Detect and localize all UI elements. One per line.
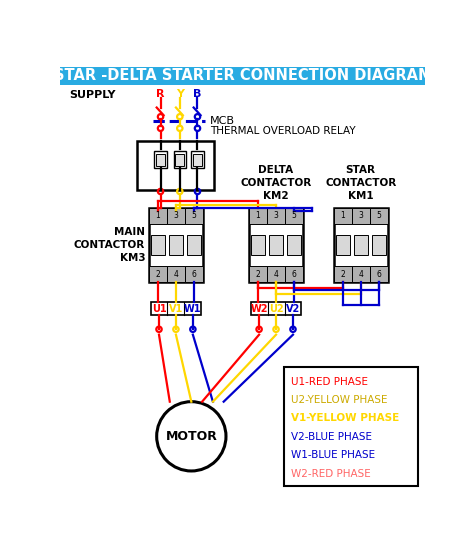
Bar bbox=[336, 235, 350, 255]
Text: 4: 4 bbox=[273, 270, 278, 279]
Bar bbox=[251, 301, 301, 315]
Bar bbox=[352, 266, 370, 282]
Bar bbox=[269, 235, 283, 255]
Bar bbox=[284, 367, 419, 486]
Bar bbox=[156, 153, 165, 166]
Bar bbox=[334, 207, 352, 224]
Bar bbox=[169, 235, 183, 255]
Text: DELTA
CONTACTOR
KM2: DELTA CONTACTOR KM2 bbox=[240, 165, 312, 201]
Text: 1: 1 bbox=[155, 211, 160, 220]
Text: B: B bbox=[193, 90, 201, 100]
Text: THERMAL OVERLOAD RELAY: THERMAL OVERLOAD RELAY bbox=[210, 126, 356, 136]
Text: U2: U2 bbox=[269, 304, 283, 314]
Bar bbox=[175, 153, 184, 166]
Bar bbox=[167, 266, 185, 282]
Text: W1-BLUE PHASE: W1-BLUE PHASE bbox=[292, 450, 375, 460]
Bar bbox=[285, 207, 303, 224]
Bar bbox=[287, 235, 301, 255]
Text: STAR
CONTACTOR
KM1: STAR CONTACTOR KM1 bbox=[325, 165, 396, 201]
Bar bbox=[173, 151, 186, 168]
Text: 3: 3 bbox=[173, 211, 178, 220]
Text: 6: 6 bbox=[376, 270, 381, 279]
Text: MOTOR: MOTOR bbox=[165, 430, 217, 443]
Bar bbox=[155, 151, 167, 168]
Text: U1-RED PHASE: U1-RED PHASE bbox=[292, 377, 368, 387]
Text: V2-BLUE PHASE: V2-BLUE PHASE bbox=[292, 432, 373, 442]
Bar bbox=[352, 207, 370, 224]
Bar bbox=[61, 67, 425, 85]
Text: SUPPLY: SUPPLY bbox=[70, 90, 116, 100]
Bar bbox=[167, 207, 185, 224]
Bar bbox=[249, 207, 303, 282]
Bar bbox=[249, 207, 267, 224]
Text: STAR -DELTA STARTER CONNECTION DIAGRAM: STAR -DELTA STARTER CONNECTION DIAGRAM bbox=[54, 68, 432, 83]
Bar bbox=[267, 266, 285, 282]
Text: 6: 6 bbox=[191, 270, 196, 279]
Bar bbox=[185, 266, 203, 282]
Text: MCB: MCB bbox=[210, 116, 235, 126]
Bar bbox=[193, 153, 202, 166]
Bar bbox=[149, 207, 167, 224]
Text: 4: 4 bbox=[173, 270, 178, 279]
Circle shape bbox=[157, 401, 226, 471]
Text: 5: 5 bbox=[376, 211, 381, 220]
Text: 2: 2 bbox=[155, 270, 160, 279]
Text: 1: 1 bbox=[255, 211, 260, 220]
Text: MAIN
CONTACTOR
KM3: MAIN CONTACTOR KM3 bbox=[74, 227, 145, 263]
Text: W2: W2 bbox=[250, 304, 268, 314]
Bar bbox=[267, 207, 285, 224]
Text: R: R bbox=[156, 90, 165, 100]
Bar bbox=[370, 207, 388, 224]
Text: 6: 6 bbox=[292, 270, 296, 279]
Bar bbox=[354, 235, 367, 255]
Bar bbox=[149, 207, 203, 282]
Bar bbox=[370, 266, 388, 282]
Bar bbox=[249, 266, 267, 282]
Bar bbox=[149, 266, 167, 282]
Text: 2: 2 bbox=[255, 270, 260, 279]
Bar bbox=[137, 141, 214, 190]
Bar bbox=[251, 235, 265, 255]
Text: 1: 1 bbox=[340, 211, 345, 220]
Text: W1: W1 bbox=[184, 304, 201, 314]
Bar bbox=[151, 301, 201, 315]
Text: U1: U1 bbox=[152, 304, 166, 314]
Text: V1: V1 bbox=[169, 304, 183, 314]
Bar bbox=[285, 266, 303, 282]
Text: U2-YELLOW PHASE: U2-YELLOW PHASE bbox=[292, 395, 388, 405]
Bar bbox=[191, 151, 204, 168]
Bar bbox=[187, 235, 201, 255]
Text: Y: Y bbox=[176, 90, 184, 100]
Text: 3: 3 bbox=[358, 211, 363, 220]
Bar bbox=[372, 235, 385, 255]
Text: 4: 4 bbox=[358, 270, 363, 279]
Text: V1-YELLOW PHASE: V1-YELLOW PHASE bbox=[292, 414, 400, 424]
Bar bbox=[334, 207, 388, 282]
Text: 5: 5 bbox=[292, 211, 296, 220]
Bar bbox=[185, 207, 203, 224]
Text: 5: 5 bbox=[191, 211, 196, 220]
Text: W2-RED PHASE: W2-RED PHASE bbox=[292, 469, 371, 479]
Text: 2: 2 bbox=[340, 270, 345, 279]
Text: V2: V2 bbox=[286, 304, 300, 314]
Bar bbox=[334, 266, 352, 282]
Bar bbox=[151, 235, 165, 255]
Text: 3: 3 bbox=[273, 211, 278, 220]
